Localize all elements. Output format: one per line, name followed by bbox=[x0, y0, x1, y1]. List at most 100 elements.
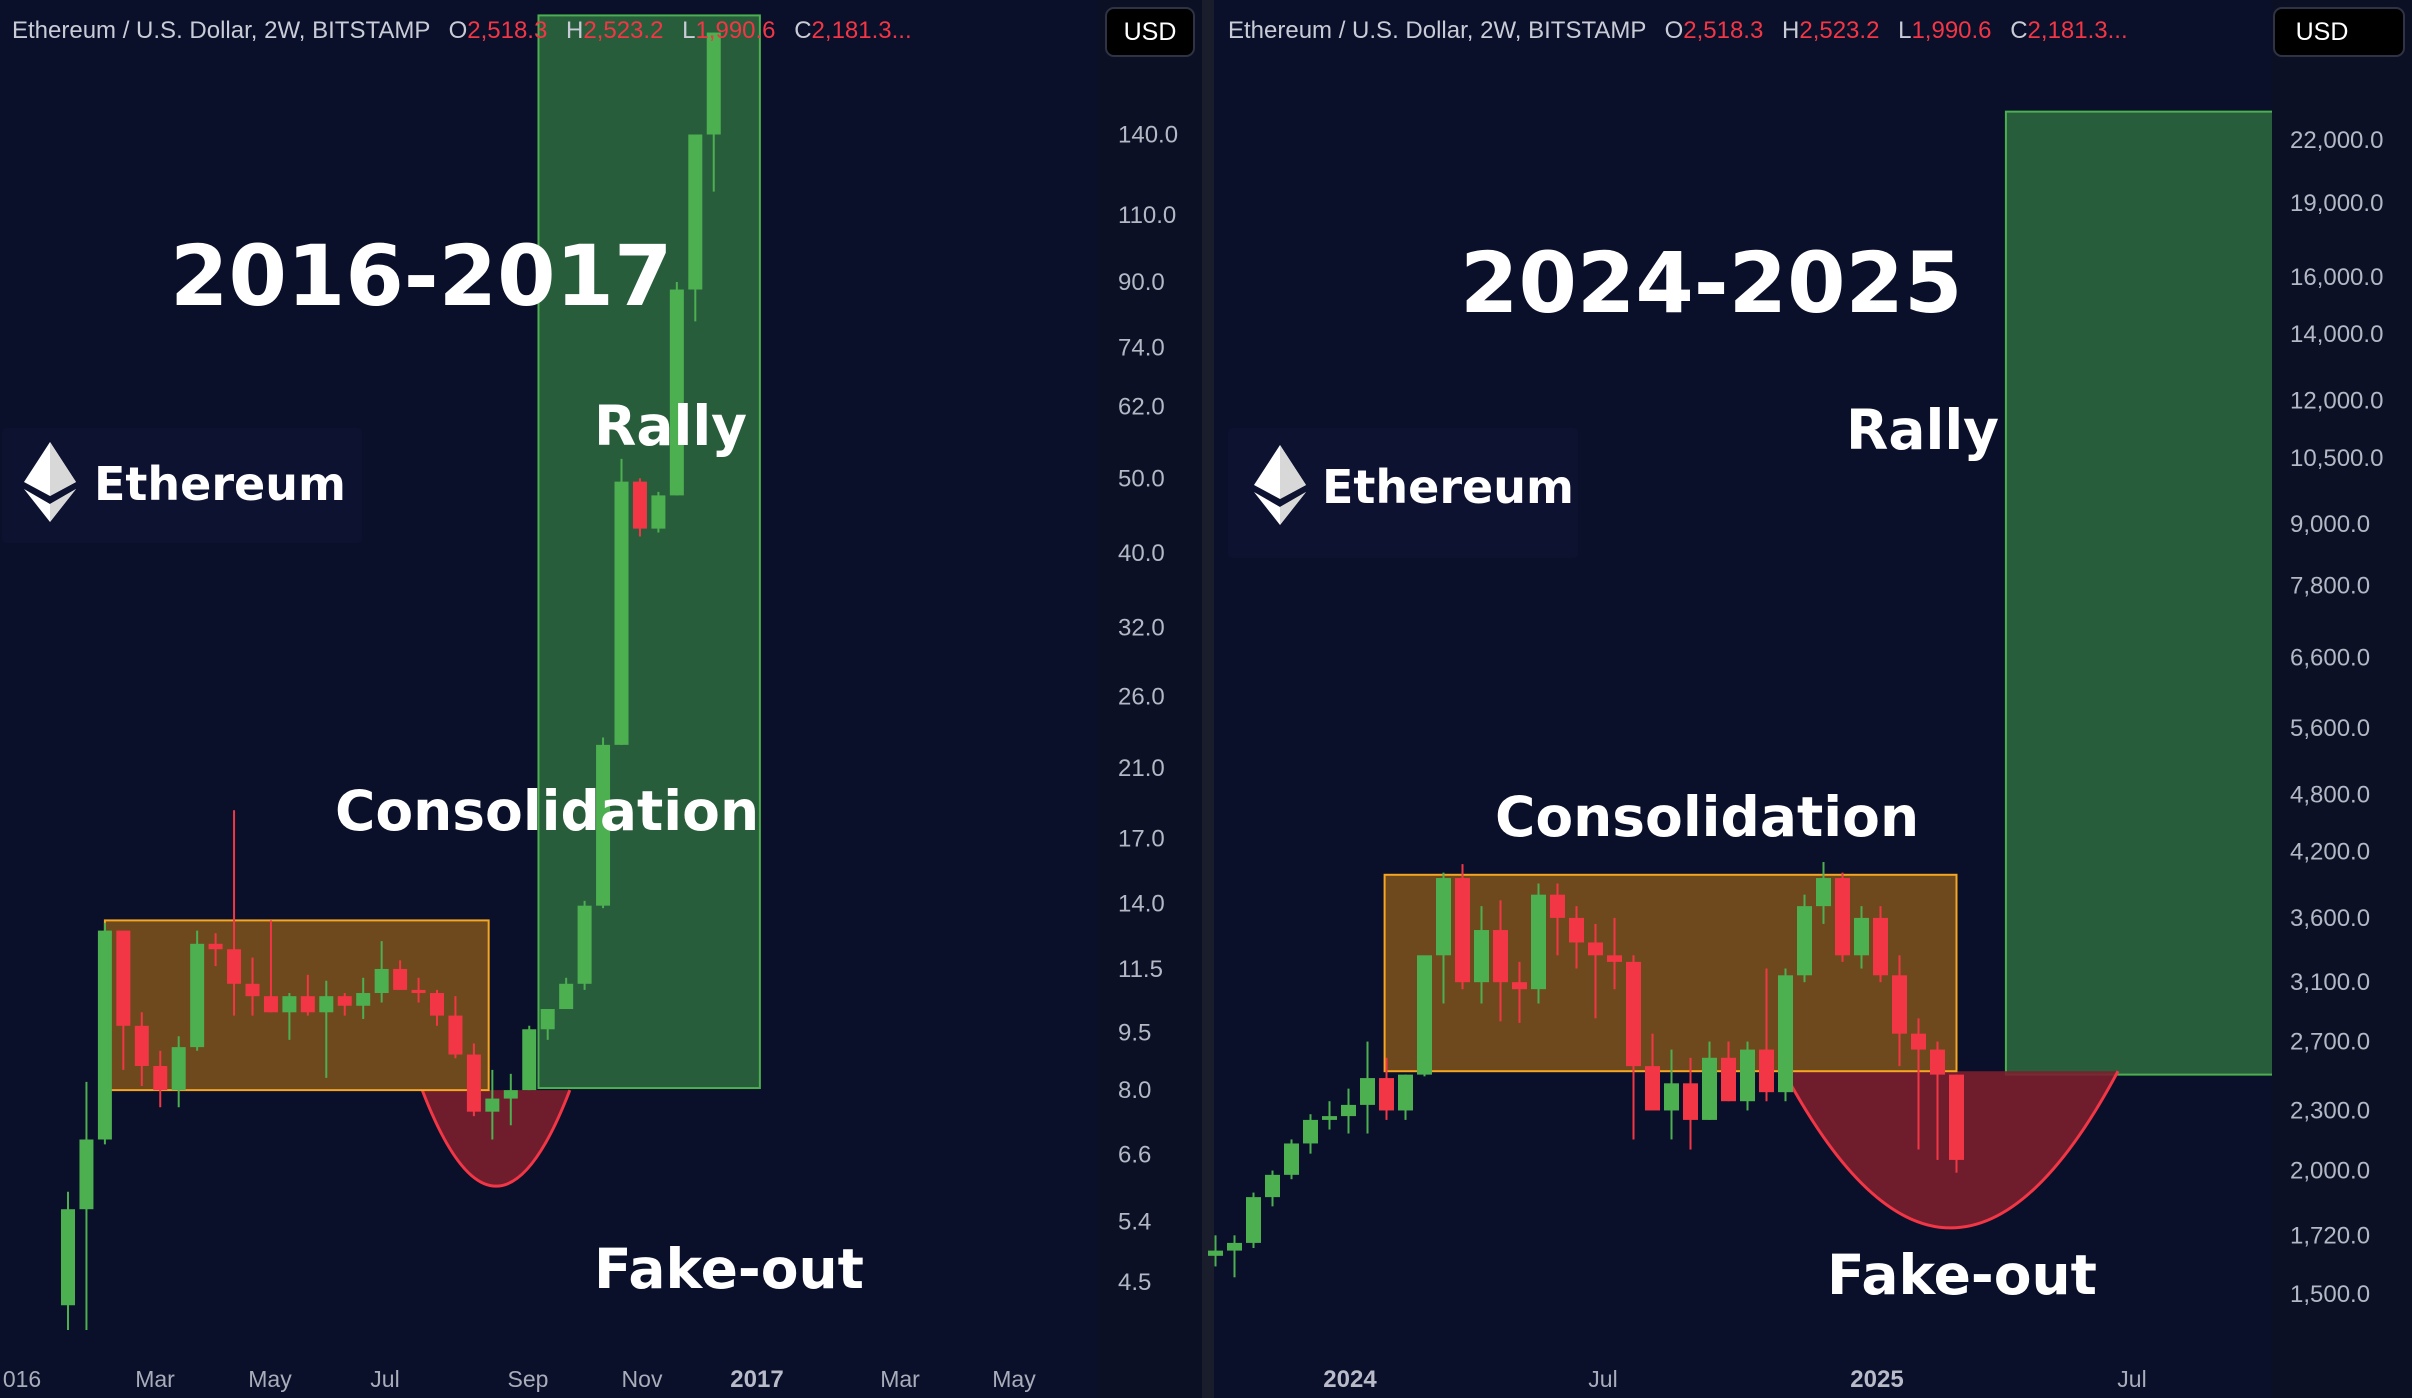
candle-body bbox=[263, 996, 278, 1013]
x-tick-label[interactable]: 016 bbox=[3, 1366, 41, 1392]
candle-body bbox=[1455, 878, 1470, 983]
candle-body bbox=[61, 1209, 75, 1306]
left-rally-label: Rally bbox=[594, 394, 747, 458]
candle bbox=[208, 933, 223, 967]
candle-body bbox=[134, 1025, 149, 1066]
x-tick-label[interactable]: Mar bbox=[135, 1366, 175, 1392]
candle bbox=[61, 1191, 75, 1330]
candle-body bbox=[1493, 930, 1508, 983]
candle-body bbox=[1303, 1119, 1318, 1144]
x-tick-label[interactable]: 2025 bbox=[1850, 1366, 1903, 1393]
candle bbox=[1949, 1074, 1964, 1173]
y-tick-label: 4,800.0 bbox=[2290, 781, 2370, 808]
candle-body bbox=[153, 1065, 168, 1091]
y-tick-label: 62.0 bbox=[1118, 393, 1165, 420]
candle-body bbox=[1398, 1074, 1413, 1111]
y-tick-label: 8.0 bbox=[1118, 1077, 1151, 1104]
right-price-axis[interactable]: 22,000.0 19,000.0 16,000.0 14,000.0 12,000.0… bbox=[2272, 0, 2412, 1398]
y-tick-label: 2,300.0 bbox=[2290, 1097, 2370, 1124]
y-tick-label: 9,000.0 bbox=[2290, 511, 2370, 538]
candle-body bbox=[1531, 894, 1546, 990]
candle-body bbox=[485, 1098, 500, 1112]
left-currency-label: USD bbox=[1124, 18, 1177, 46]
candle-body bbox=[300, 996, 315, 1013]
candle bbox=[1417, 955, 1432, 1077]
y-tick-label: 90.0 bbox=[1118, 269, 1165, 296]
candle bbox=[632, 478, 647, 537]
y-tick-label: 74.0 bbox=[1118, 334, 1165, 361]
right-chart-panel[interactable]: Ethereum 2024-2025 Rally Consolidation F… bbox=[1208, 0, 2412, 1398]
candle-body bbox=[577, 905, 592, 984]
candle bbox=[1930, 1041, 1945, 1160]
candle-body bbox=[411, 989, 426, 994]
x-tick-label[interactable]: Mar bbox=[880, 1366, 920, 1392]
x-tick-label[interactable]: 2017 bbox=[730, 1366, 783, 1393]
candle-body bbox=[466, 1054, 481, 1112]
candle bbox=[688, 134, 703, 322]
candle-body bbox=[1778, 975, 1793, 1093]
y-tick-label: 1,500.0 bbox=[2290, 1281, 2370, 1308]
y-tick-label: 2,700.0 bbox=[2290, 1029, 2370, 1056]
x-tick-label[interactable]: Jul bbox=[2117, 1366, 2146, 1392]
x-tick-label[interactable]: Nov bbox=[622, 1366, 663, 1392]
candle-body bbox=[1265, 1174, 1280, 1198]
candle bbox=[1398, 1074, 1413, 1120]
candle-body bbox=[1322, 1116, 1337, 1120]
candle-body bbox=[1835, 878, 1850, 956]
candle bbox=[448, 996, 463, 1059]
candle bbox=[1683, 1057, 1698, 1150]
panel-divider[interactable] bbox=[1202, 0, 1214, 1398]
candle-body bbox=[97, 930, 112, 1140]
left-chart-panel[interactable]: Ethereum 2016-2017 Rally Consolidation F… bbox=[2, 0, 1202, 1398]
y-tick-label: 14.0 bbox=[1118, 890, 1165, 917]
candle-body bbox=[430, 993, 444, 1016]
candle bbox=[1512, 961, 1527, 1023]
candle bbox=[1702, 1041, 1717, 1120]
candle-body bbox=[1740, 1049, 1755, 1102]
candle bbox=[1854, 906, 1869, 969]
left-l-value: 1,990.6 bbox=[695, 17, 775, 44]
candle bbox=[1265, 1170, 1280, 1207]
x-tick-label[interactable]: May bbox=[248, 1366, 292, 1392]
candle bbox=[1740, 1041, 1755, 1111]
candle bbox=[245, 957, 260, 1016]
candle-body bbox=[1379, 1078, 1394, 1111]
candle bbox=[1873, 906, 1888, 983]
candle bbox=[669, 282, 684, 496]
candle-body bbox=[1474, 930, 1489, 983]
candle bbox=[1322, 1101, 1337, 1130]
right-rally-label: Rally bbox=[1846, 398, 1999, 462]
candle-body bbox=[319, 996, 334, 1013]
left-ethereum-logo: Ethereum bbox=[2, 428, 362, 543]
left-o-label: O bbox=[449, 17, 468, 44]
right-x-ticks[interactable]: 2024 Jul 2025 Jul bbox=[1323, 1366, 2146, 1393]
candle-body bbox=[374, 968, 389, 994]
logo-text: Ethereum bbox=[94, 457, 346, 511]
left-price-axis[interactable]: 140.0 110.0 90.0 74.0 62.0 50.0 40.0 32.0 26.0 21… bbox=[1098, 0, 1202, 1398]
x-tick-label[interactable]: Jul bbox=[370, 1366, 399, 1392]
left-candles bbox=[61, 32, 721, 1330]
candle-body bbox=[337, 996, 352, 1006]
y-tick-label: 5,600.0 bbox=[2290, 715, 2370, 742]
x-tick-label[interactable]: Jul bbox=[1588, 1366, 1617, 1392]
left-currency-button[interactable] bbox=[1105, 7, 1195, 57]
candle-body bbox=[559, 983, 574, 1010]
right-o-value: 2,518.3 bbox=[1683, 17, 1763, 44]
x-tick-label[interactable]: Sep bbox=[508, 1366, 549, 1392]
candle-body bbox=[227, 949, 242, 984]
candle-body bbox=[1607, 955, 1622, 962]
candle-body bbox=[1417, 955, 1432, 1075]
candle bbox=[540, 1009, 555, 1040]
candle bbox=[411, 977, 426, 1003]
right-currency-button[interactable] bbox=[2273, 7, 2405, 57]
left-x-ticks[interactable]: 016 Mar May Jul Sep Nov 2017 Mar May bbox=[3, 1366, 1036, 1393]
candle bbox=[1664, 1049, 1679, 1140]
x-tick-label[interactable]: May bbox=[992, 1366, 1036, 1392]
candle-body bbox=[1892, 975, 1907, 1034]
left-h-label: H bbox=[566, 17, 583, 44]
y-tick-label: 6.6 bbox=[1118, 1141, 1151, 1168]
candle-body bbox=[1550, 894, 1565, 918]
candle bbox=[282, 993, 297, 1040]
candle-body bbox=[282, 996, 297, 1013]
x-tick-label[interactable]: 2024 bbox=[1323, 1366, 1377, 1393]
